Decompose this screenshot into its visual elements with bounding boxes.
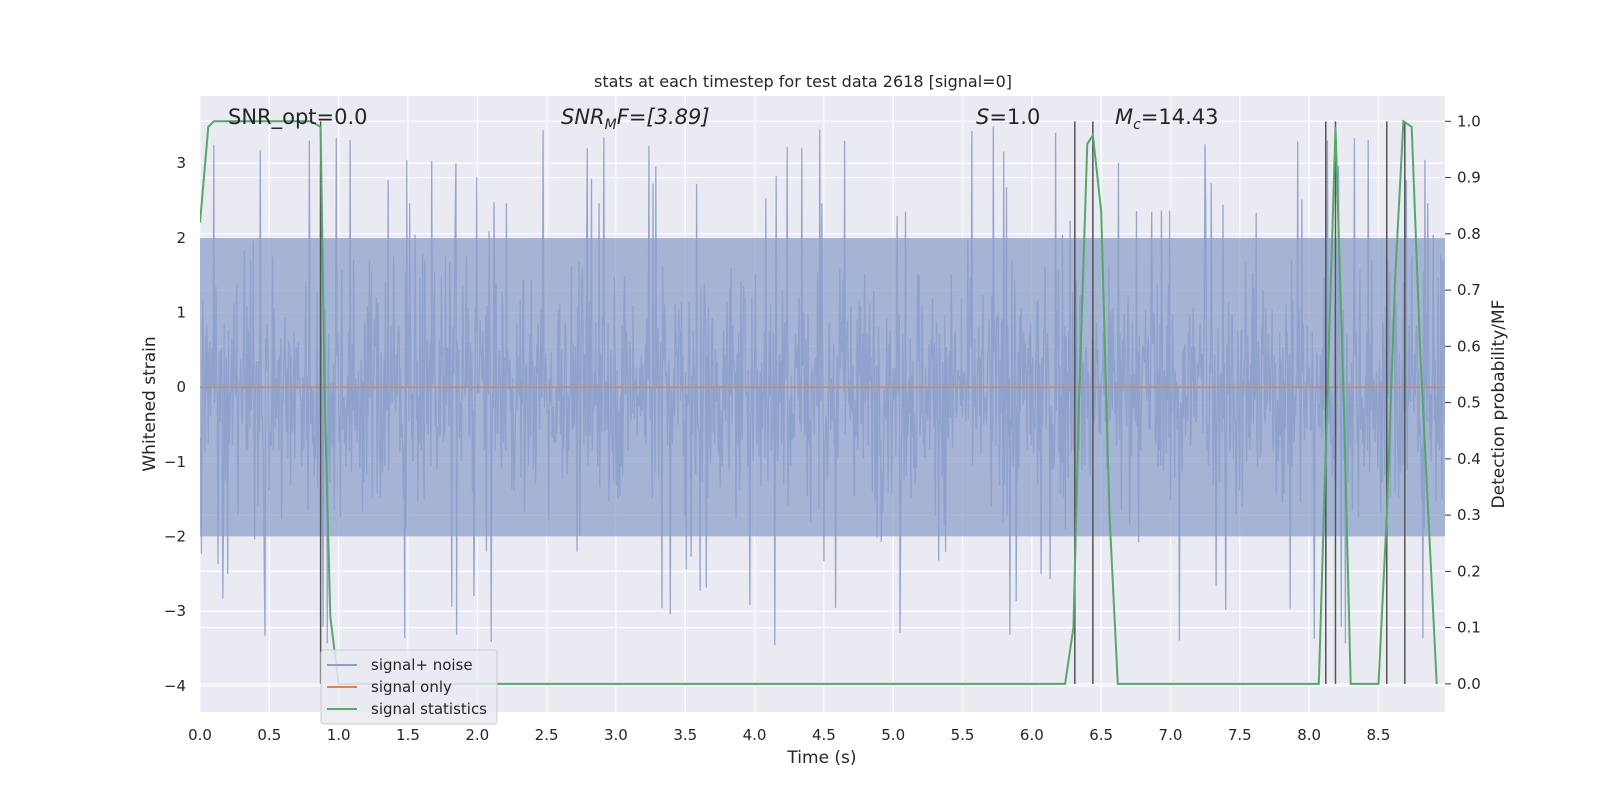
right-y-tick-label: 0.2 [1457, 562, 1481, 580]
left-y-tick-label: 0 [176, 378, 186, 396]
s-annotation: S=1.0 [976, 105, 1040, 129]
right-y-tick-label: 0.1 [1457, 619, 1481, 637]
left-y-axis-label: Whitened strain [140, 336, 160, 471]
x-axis-label: Time (s) [786, 748, 856, 768]
snr-opt-annotation: SNR_opt=0.0 [228, 105, 368, 130]
right-y-axis-ticks: 0.0 0.1 0.2 0.3 0.4 0.5 0.6 0.7 0.8 0.9 1.0 [1445, 112, 1481, 693]
mc-subscript: c [1133, 117, 1141, 133]
left-y-tick-label: −4 [164, 677, 186, 695]
left-y-tick-label: 1 [176, 304, 186, 322]
right-y-tick-label: 0.4 [1457, 450, 1481, 468]
x-tick-label: 1.0 [327, 726, 351, 744]
x-tick-label: 6.5 [1089, 726, 1113, 744]
mc-symbol: M [1115, 105, 1133, 129]
left-y-tick-label: 2 [176, 229, 186, 247]
right-y-axis-label: Detection probability/MF [1489, 300, 1509, 509]
x-tick-label: 7.0 [1159, 726, 1183, 744]
left-y-tick-label: −3 [164, 602, 186, 620]
mc-annotation: Mc=14.43 [1115, 105, 1219, 133]
mc-value: =14.43 [1141, 105, 1219, 129]
x-tick-label: 7.5 [1228, 726, 1252, 744]
x-tick-label: 4.5 [812, 726, 836, 744]
right-y-tick-label: 0.6 [1457, 337, 1481, 355]
left-y-tick-label: −2 [164, 528, 186, 546]
x-tick-label: 6.0 [1020, 726, 1044, 744]
x-tick-label: 3.5 [673, 726, 697, 744]
legend-label-signal: signal only [371, 678, 452, 696]
x-tick-label: 8.5 [1367, 726, 1391, 744]
snr-mf-subscript: M [605, 117, 617, 133]
signal-statistics-series [200, 119, 1438, 685]
snr-mf-annotation: SNRMF=[3.89] [561, 105, 710, 133]
x-tick-label: 3.0 [604, 726, 628, 744]
x-tick-label: 0.0 [188, 726, 212, 744]
x-tick-label: 2.5 [535, 726, 559, 744]
legend-label-noise: signal+ noise [371, 656, 473, 674]
left-y-tick-label: 3 [176, 154, 186, 172]
left-y-tick-label: −1 [164, 453, 186, 471]
right-y-tick-label: 0.8 [1457, 225, 1481, 243]
right-y-tick-label: 1.0 [1457, 112, 1481, 130]
s-symbol: S [976, 105, 989, 129]
chart-title: stats at each timestep for test data 261… [594, 72, 1012, 91]
legend-box [320, 649, 498, 725]
x-tick-label: 2.0 [465, 726, 489, 744]
x-tick-label: 1.5 [396, 726, 420, 744]
x-tick-label: 5.0 [881, 726, 905, 744]
x-tick-label: 5.5 [951, 726, 975, 744]
s-value: =1.0 [989, 105, 1040, 129]
right-y-tick-label: 0.7 [1457, 281, 1481, 299]
snr-mf-value: F=[3.89] [617, 105, 710, 129]
right-y-tick-label: 0.5 [1457, 394, 1481, 412]
legend: signal+ noise signal only signal statist… [320, 649, 498, 725]
right-y-tick-label: 0.9 [1457, 169, 1481, 187]
x-tick-label: 8.0 [1297, 726, 1321, 744]
x-axis-ticks: 0.0 0.5 1.0 1.5 2.0 2.5 3.0 3.5 4.0 4.5 5.0 5.5 6.0 6… [188, 726, 1390, 744]
right-y-tick-label: 0.3 [1457, 506, 1481, 524]
left-y-axis-ticks: −4 −3 −2 −1 0 1 2 3 [164, 154, 186, 695]
right-y-tick-label: 0.0 [1457, 675, 1481, 693]
x-tick-label: 4.0 [743, 726, 767, 744]
noise-trace [200, 126, 1445, 646]
legend-label-statistics: signal statistics [371, 700, 487, 718]
snr-mf-symbol: SNR [561, 105, 605, 129]
x-tick-label: 0.5 [257, 726, 281, 744]
